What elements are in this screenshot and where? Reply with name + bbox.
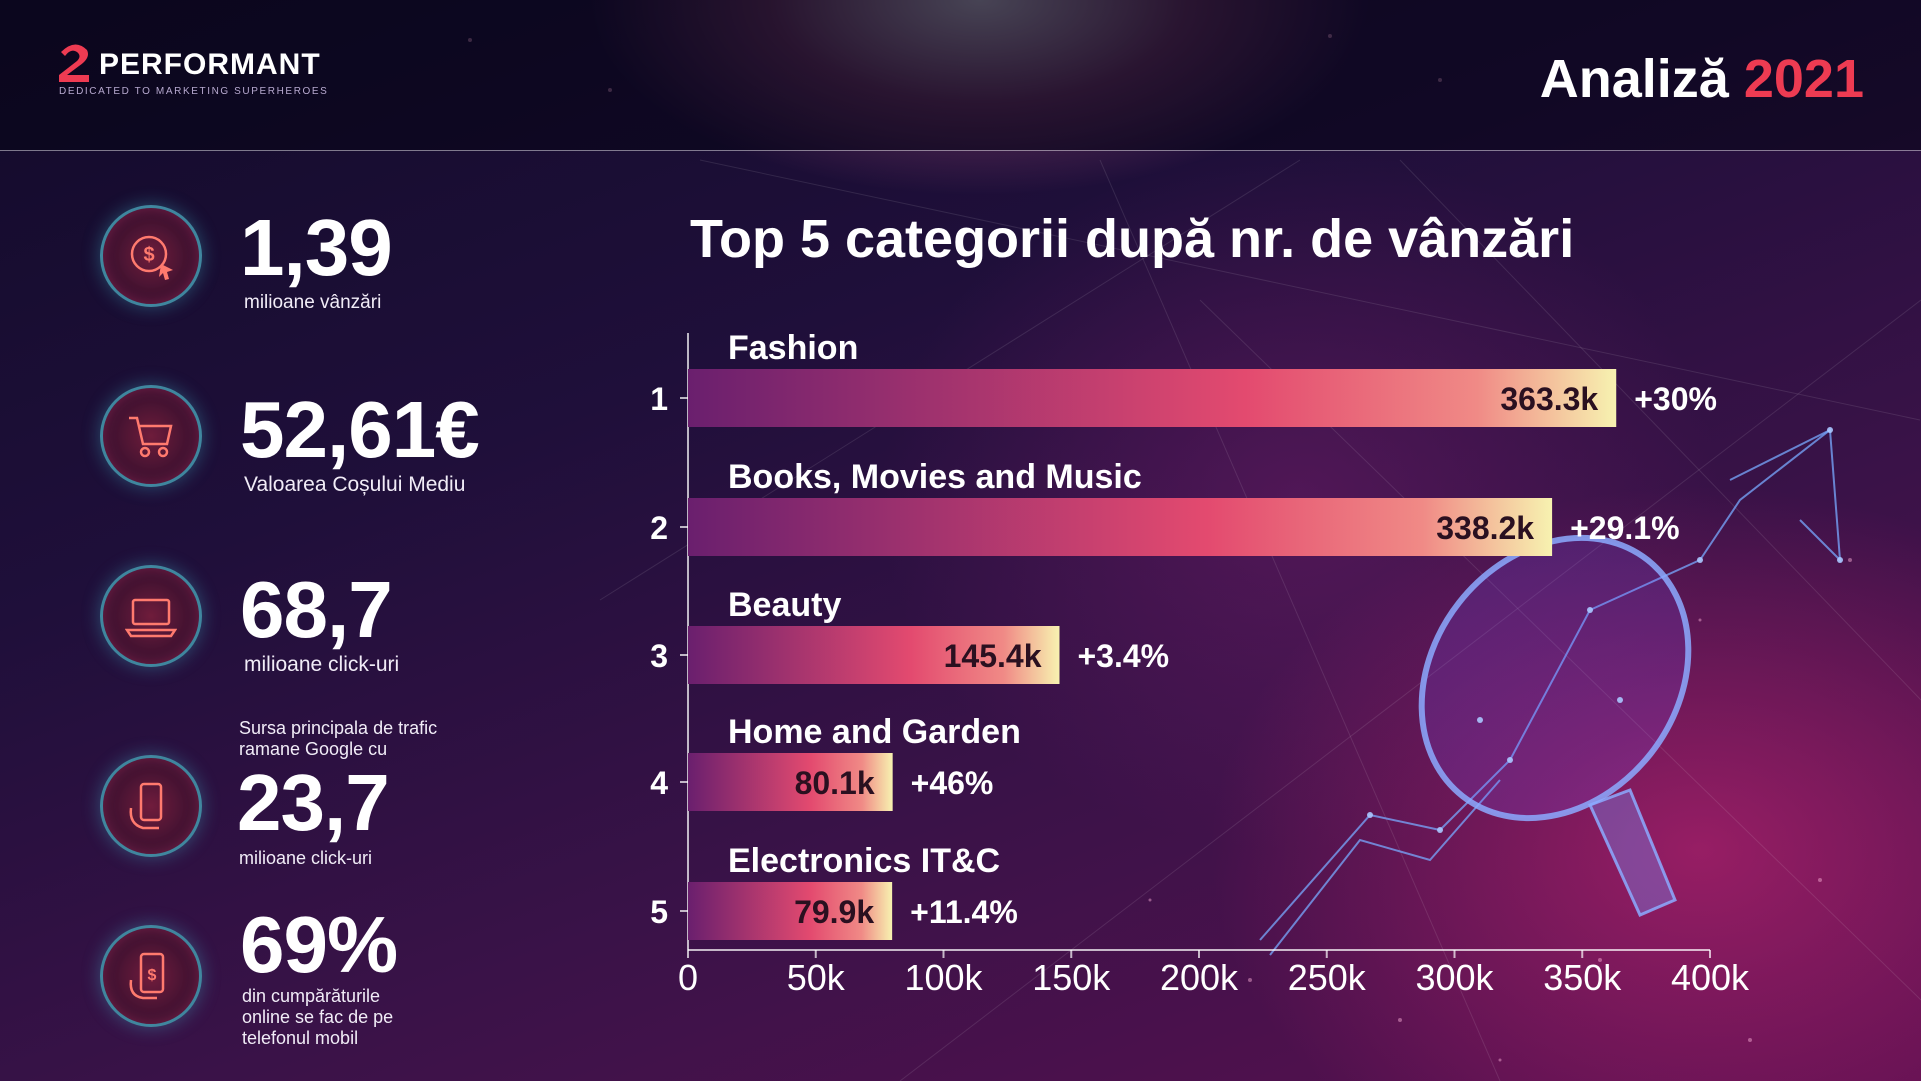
stat-mobile-value: 69% — [240, 900, 398, 989]
logo-text: PERFORMANT — [99, 48, 321, 81]
category-label: Electronics IT&C — [728, 842, 1000, 880]
bar-change-label: +46% — [911, 765, 994, 801]
stat-sales-value: 1,39 — [240, 203, 393, 292]
rank-label: 3 — [650, 638, 668, 674]
stat-google-clicks-value: 23,7 — [237, 758, 390, 847]
category-label: Home and Garden — [728, 713, 1021, 751]
x-tick-label: 350k — [1543, 957, 1622, 998]
stat-google-prefix-line1: Sursa principala de trafic — [239, 718, 438, 738]
page-title-year: 2021 — [1743, 49, 1864, 109]
shopping-cart-icon — [100, 385, 202, 487]
stat-mobile-label-line3: telefonul mobil — [242, 1028, 359, 1048]
stat-google-prefix-line2: ramane Google cu — [239, 739, 388, 759]
bar — [688, 498, 1553, 556]
bar-change-label: +29.1% — [1570, 510, 1679, 546]
bar-change-label: +3.4% — [1077, 638, 1169, 674]
rank-label: 2 — [650, 510, 668, 546]
x-tick-label: 200k — [1160, 957, 1239, 998]
stat-basket-value: 52,61€ — [240, 385, 480, 474]
logo-tagline: DEDICATED TO MARKETING SUPERHEROES — [59, 86, 329, 97]
bar — [688, 626, 1060, 684]
bar — [688, 753, 893, 811]
bar-value-label: 79.9k — [794, 894, 874, 930]
page-title-word: Analiză — [1539, 49, 1729, 109]
rank-label: 5 — [650, 894, 668, 930]
x-tick-label: 300k — [1415, 957, 1494, 998]
x-tick-label: 400k — [1671, 957, 1750, 998]
bar-value-label: 80.1k — [795, 765, 875, 801]
x-tick-label: 0 — [678, 957, 698, 998]
two-performant-logo-icon — [59, 44, 89, 82]
dollar-cursor-icon: $ — [100, 205, 202, 307]
x-tick-label: 250k — [1288, 957, 1367, 998]
stat-clicks-label: milioane click-uri — [244, 653, 400, 676]
category-label: Beauty — [728, 586, 841, 624]
bar-change-label: +30% — [1634, 381, 1717, 417]
mobile-payment-icon: $ — [100, 925, 202, 1027]
bar-change-label: +11.4% — [910, 894, 1018, 930]
bar — [688, 369, 1617, 427]
bar-value-label: 338.2k — [1436, 510, 1534, 546]
laptop-icon — [100, 565, 202, 667]
stat-mobile-label-line2: online se fac de pe — [242, 1007, 394, 1027]
bar-value-label: 145.4k — [944, 638, 1042, 674]
header-divider — [0, 150, 1921, 151]
page-title: Analiză 2021 — [1540, 48, 1864, 110]
header-bar — [0, 0, 1921, 150]
x-tick-label: 100k — [904, 957, 983, 998]
stat-sales-label: milioane vânzări — [244, 292, 382, 313]
svg-text:$: $ — [143, 244, 154, 266]
stat-clicks-value: 68,7 — [240, 565, 393, 654]
svg-text:$: $ — [148, 967, 157, 984]
rank-label: 4 — [650, 765, 668, 801]
x-tick-label: 50k — [787, 957, 846, 998]
stat-google-clicks-label: milioane click-uri — [239, 848, 373, 868]
category-label: Fashion — [728, 329, 858, 367]
stat-basket-label: Valoarea Coșului Mediu — [244, 473, 466, 496]
chart-title: Top 5 categorii după nr. de vânzări — [690, 209, 1575, 269]
stat-mobile-label-line1: din cumpărăturile — [242, 986, 381, 1006]
x-tick-label: 150k — [1032, 957, 1111, 998]
phone-hand-icon — [100, 755, 202, 857]
bar — [688, 882, 893, 940]
bar-value-label: 363.3k — [1500, 381, 1598, 417]
category-label: Books, Movies and Music — [728, 458, 1142, 496]
rank-label: 1 — [650, 381, 668, 417]
